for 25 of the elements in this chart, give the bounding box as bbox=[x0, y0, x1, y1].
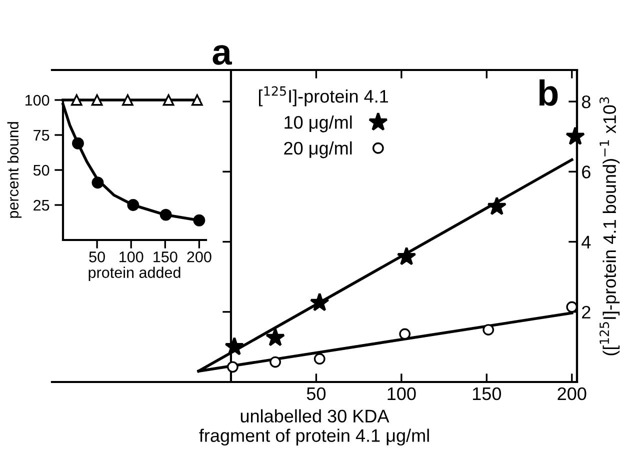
x-axis-title: unlabelled 30 KDA fragment of protein 4.1 μg/ml bbox=[199, 409, 429, 446]
x-tick-label: 150 bbox=[472, 387, 502, 400]
legend-label: 10 μg/ml bbox=[284, 116, 352, 132]
x-tick-label: 100 bbox=[388, 387, 416, 400]
y-tick-label: 25 bbox=[34, 200, 50, 211]
x-tick-label: 200 bbox=[187, 252, 212, 262]
x-tick-label: 50 bbox=[306, 387, 326, 400]
text: a bbox=[212, 45, 232, 65]
y2-tick-label: 4 bbox=[582, 236, 591, 248]
y2-tick-label: 8 bbox=[582, 95, 590, 108]
x-tick-label: 200 bbox=[558, 387, 586, 400]
x-tick-label: 150 bbox=[154, 252, 178, 262]
y2-tick-label: 2 bbox=[582, 306, 590, 318]
y-tick-label: 100 bbox=[25, 94, 50, 106]
legend-title: [$^{125}$I]-protein 4.1 bbox=[259, 86, 388, 106]
annotation: b bbox=[539, 79, 558, 106]
y-tick-label: 75 bbox=[34, 130, 50, 141]
x-tick-label: 100 bbox=[120, 252, 144, 262]
y2-tick-label: 6 bbox=[582, 166, 590, 178]
x-axis-title: protein added bbox=[88, 266, 180, 281]
y-tick-label: 50 bbox=[33, 164, 50, 176]
y2-axis-title: ([$^{125}$I]-protein 4.1 bound)$^{−1}$ x10$^{3}$ bbox=[600, 97, 620, 356]
legend-label: 20 μg/ml bbox=[284, 141, 352, 158]
y-axis-title: percent bound bbox=[7, 122, 22, 218]
x-tick-label: 50 bbox=[89, 252, 105, 262]
